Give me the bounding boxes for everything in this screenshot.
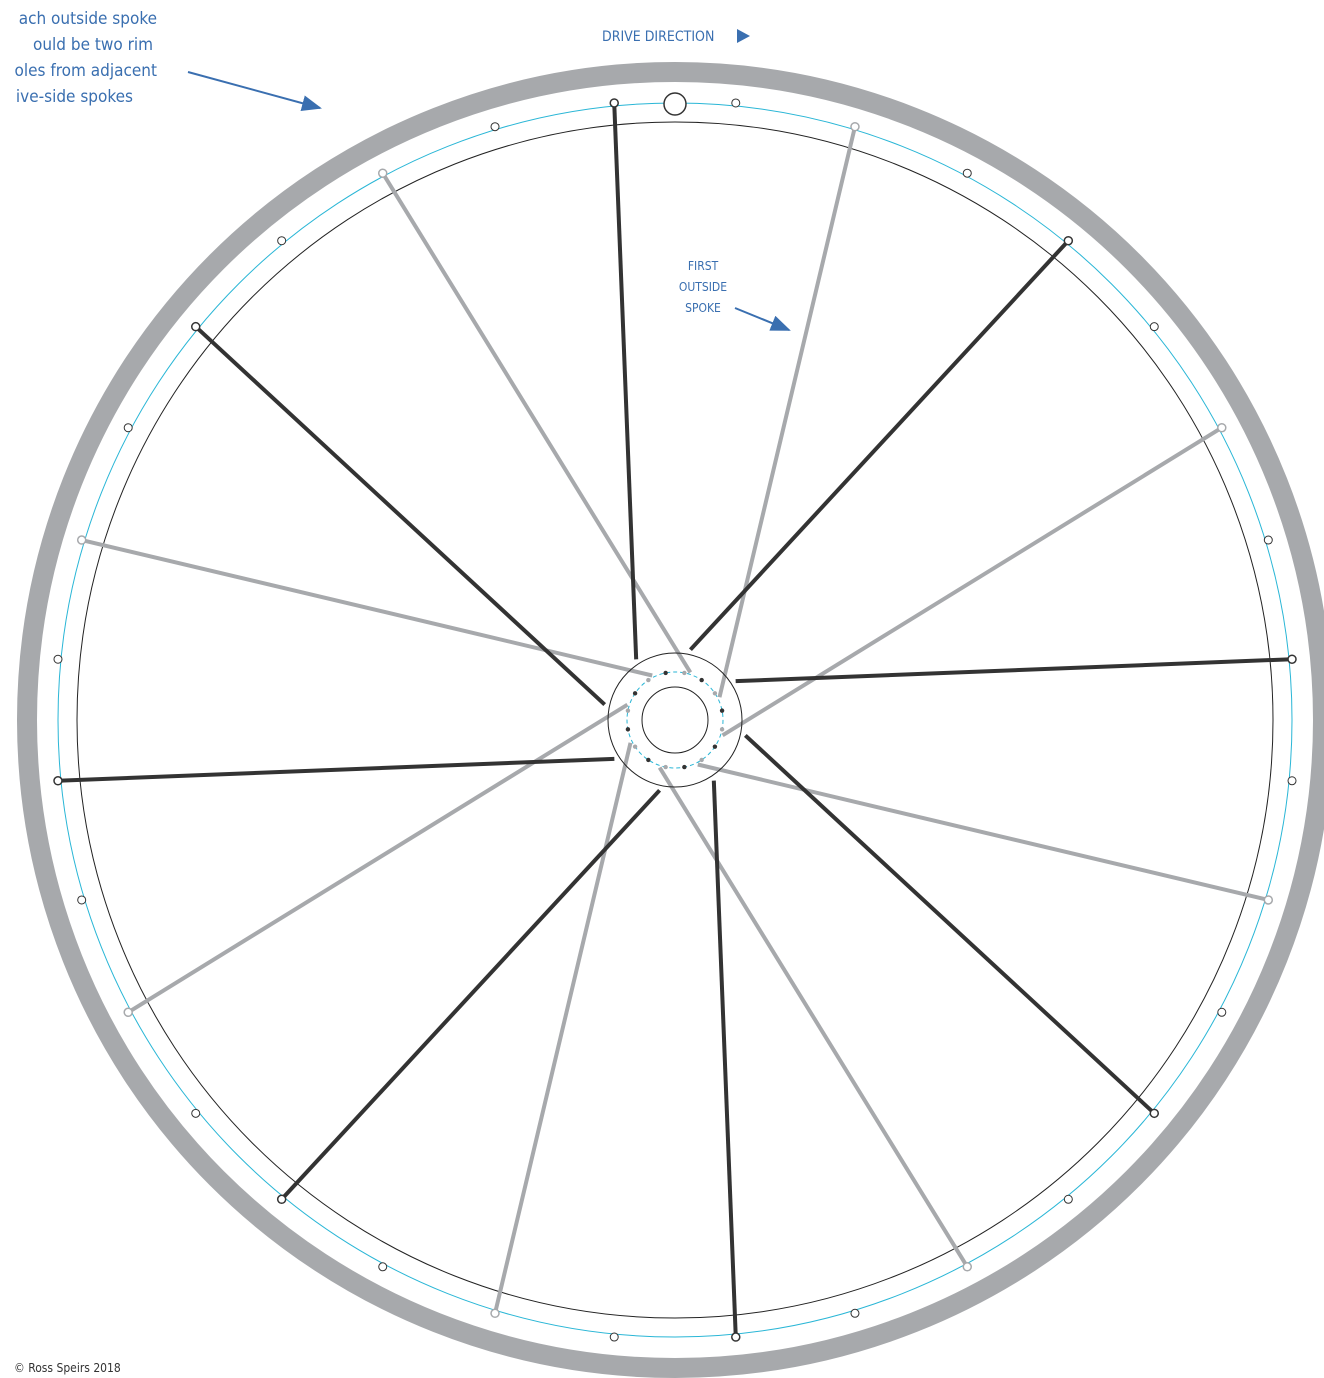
note-line: ould be two rim (33, 35, 153, 55)
label-line: SPOKE (685, 301, 721, 315)
rim-hole (277, 236, 287, 246)
wheel (17, 62, 1324, 1378)
rim-hole (1217, 1007, 1227, 1017)
hub-hole (682, 764, 687, 770)
drive-spoke (743, 733, 1156, 1115)
hub-hole (632, 691, 638, 696)
note-line: ive-side spokes (16, 87, 133, 107)
rim-hole (1263, 535, 1273, 545)
axle (641, 686, 709, 754)
hub-hole (646, 677, 651, 683)
outside-spoke (721, 426, 1223, 738)
rim-hole (609, 1332, 619, 1342)
direction-arrow (737, 29, 750, 43)
note-line: oles from adjacent (15, 61, 157, 81)
hub-hole (719, 727, 725, 732)
drive-spoke (688, 239, 1070, 652)
outside-spoke (493, 742, 633, 1314)
hub-flange (607, 652, 743, 788)
drive-spoke (735, 657, 1293, 684)
copyright: © Ross Speirs 2018 (14, 1361, 121, 1375)
note: ach outside spoke ould be two rim oles f… (15, 9, 157, 107)
rim-hole (490, 122, 500, 132)
valve-hole (663, 92, 687, 116)
spoke-nipple (490, 1308, 500, 1319)
spoke-nipple (1063, 235, 1074, 246)
rim-hole (1287, 776, 1297, 786)
outside-spoke (717, 126, 857, 698)
drive-spoke (612, 102, 639, 660)
hub-hole (712, 744, 718, 749)
spoke-nipple (76, 535, 87, 545)
spoke-nipple (962, 1262, 973, 1272)
spoke-nipple (1287, 654, 1297, 664)
spoke-nipple (1263, 895, 1274, 905)
spoke-nipple (53, 776, 63, 786)
hub-hole (625, 727, 631, 732)
rim-hole (1149, 322, 1159, 332)
spoke-nipple (276, 1194, 287, 1205)
drive-spoke (711, 780, 738, 1338)
rim-hole (123, 423, 133, 433)
hub-hole (699, 677, 704, 683)
rim-hole (77, 895, 87, 905)
hub-hole (663, 670, 668, 676)
label-line: OUTSIDE (679, 280, 727, 294)
hub-hole (682, 670, 687, 676)
rim-hole (850, 1308, 860, 1318)
rim-hole (1063, 1194, 1073, 1204)
note-line: ach outside spoke (19, 9, 157, 29)
hub-hole-circle (626, 671, 724, 769)
hub (607, 652, 743, 788)
outside-spoke (657, 766, 969, 1268)
note-arrow (187, 71, 322, 111)
drive-spoke (194, 325, 607, 707)
drive-spoke (57, 756, 615, 783)
rim-hole (962, 168, 972, 178)
spoke-nipple (609, 98, 619, 108)
rim-hole (191, 1108, 201, 1118)
spokes (53, 98, 1297, 1342)
drive-direction: DRIVE DIRECTION (602, 29, 714, 45)
hub-hole (663, 764, 668, 770)
drive-spoke (280, 788, 662, 1201)
spoke-nipple (1217, 422, 1227, 433)
spoke-nipple (1149, 1108, 1160, 1119)
hub-hole (719, 708, 725, 713)
spoke-nipple (123, 1007, 133, 1018)
outside-spoke (127, 702, 629, 1014)
label-arrow (734, 307, 791, 331)
rim-hole (378, 1262, 388, 1272)
spoke-nipple (850, 121, 860, 132)
hub-hole (646, 757, 651, 763)
rim-hole (53, 654, 63, 664)
outside-spoke (81, 538, 653, 678)
rim-inner (76, 121, 1274, 1319)
tire (17, 62, 1324, 1378)
spoke-nipple (190, 321, 201, 332)
hub-hole (699, 757, 704, 763)
spoke-nipple (377, 168, 388, 178)
hub-hole (625, 708, 631, 713)
label-line: FIRST (688, 259, 719, 273)
spoke-nipple (731, 1332, 741, 1342)
hub-hole (632, 744, 638, 749)
rim-hole (731, 98, 741, 108)
hub-hole (712, 691, 718, 696)
outside-spoke (381, 172, 693, 674)
outside-spoke (697, 762, 1269, 902)
